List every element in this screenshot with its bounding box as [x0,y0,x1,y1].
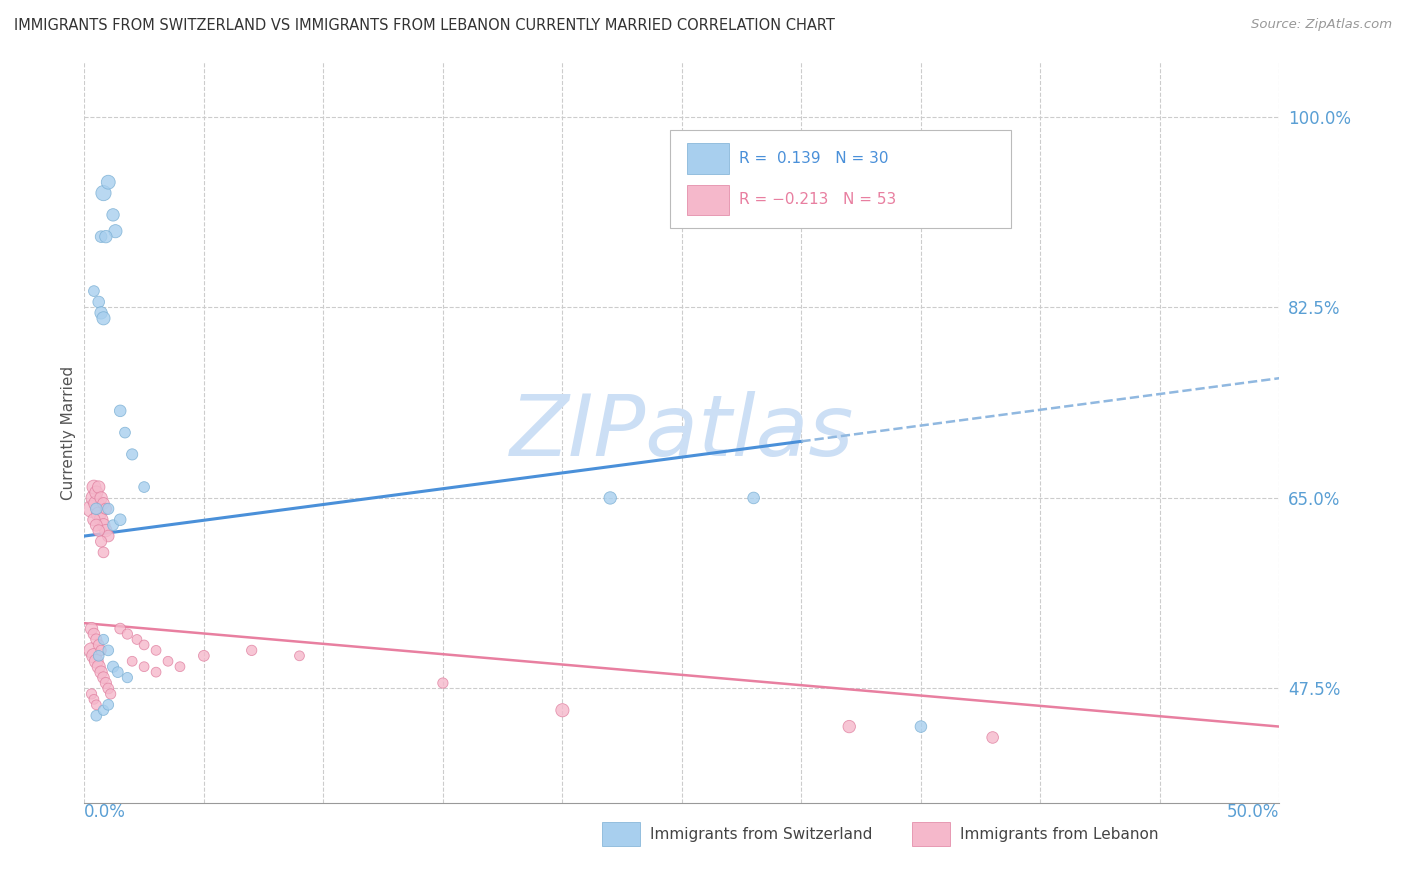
Point [93,186,115,200]
Point [94,676,117,690]
Text: R = −0.213   N = 53: R = −0.213 N = 53 [740,192,896,207]
Point [132,659,156,673]
Point [86,501,108,516]
Point [93,703,115,717]
Point [80,687,103,701]
Point [132,638,156,652]
Point [110,622,132,636]
Point [94,501,117,516]
Point [101,659,124,673]
Point [80,643,103,657]
Point [83,513,105,527]
Point [981,731,1004,745]
Point [93,671,115,685]
Point [117,671,139,685]
Point [132,480,156,494]
Point [742,491,765,505]
Text: R =  0.139   N = 30: R = 0.139 N = 30 [740,151,889,166]
Point [90,643,112,657]
Point [90,229,112,244]
Point [90,306,112,320]
Text: IMMIGRANTS FROM SWITZERLAND VS IMMIGRANTS FROM LEBANON CURRENTLY MARRIED CORRELA: IMMIGRANTS FROM SWITZERLAND VS IMMIGRANT… [14,18,835,33]
Point [101,208,124,222]
Point [110,404,132,418]
Point [80,501,103,516]
Point [551,703,574,717]
Point [90,513,112,527]
Point [157,654,180,668]
Point [93,311,115,326]
Point [94,524,117,538]
Point [169,659,191,673]
Point [110,513,132,527]
Text: Source: ZipAtlas.com: Source: ZipAtlas.com [1251,18,1392,31]
Point [97,175,120,189]
Point [100,687,122,701]
Point [117,627,139,641]
Text: Immigrants from Switzerland: Immigrants from Switzerland [650,827,873,841]
Text: 50.0%: 50.0% [1227,803,1279,821]
Point [114,425,136,440]
Point [93,518,115,533]
Point [86,485,108,500]
Text: ZIPatlas: ZIPatlas [510,391,853,475]
Point [90,665,112,680]
Point [93,496,115,510]
Point [86,632,108,647]
Point [910,720,932,734]
Point [83,284,105,298]
Point [599,491,621,505]
Text: Immigrants from Lebanon: Immigrants from Lebanon [960,827,1159,841]
Point [87,524,110,538]
Point [87,295,110,310]
Point [86,496,108,510]
Y-axis label: Currently Married: Currently Married [60,366,76,500]
Point [97,501,120,516]
Point [432,676,454,690]
Point [121,447,143,461]
Text: 0.0%: 0.0% [84,803,127,821]
Point [97,681,120,696]
Point [86,708,108,723]
Point [145,643,167,657]
Point [87,480,110,494]
Point [86,518,108,533]
Point [101,518,124,533]
Point [83,692,105,706]
Point [97,529,120,543]
Point [97,698,120,712]
Point [87,508,110,522]
Point [94,229,117,244]
Point [193,648,215,663]
Point [125,632,148,647]
Point [145,665,167,680]
Point [838,720,860,734]
Point [87,648,110,663]
Point [86,698,108,712]
Point [104,224,127,238]
Point [83,627,105,641]
Point [97,643,120,657]
Point [288,648,311,663]
Point [83,648,105,663]
Point [93,545,115,559]
Point [121,654,143,668]
Point [83,480,105,494]
Point [107,665,129,680]
Point [93,632,115,647]
Point [90,534,112,549]
Point [90,491,112,505]
Point [83,491,105,505]
Point [80,622,103,636]
Point [87,638,110,652]
Point [86,654,108,668]
Point [240,643,263,657]
Point [87,659,110,673]
